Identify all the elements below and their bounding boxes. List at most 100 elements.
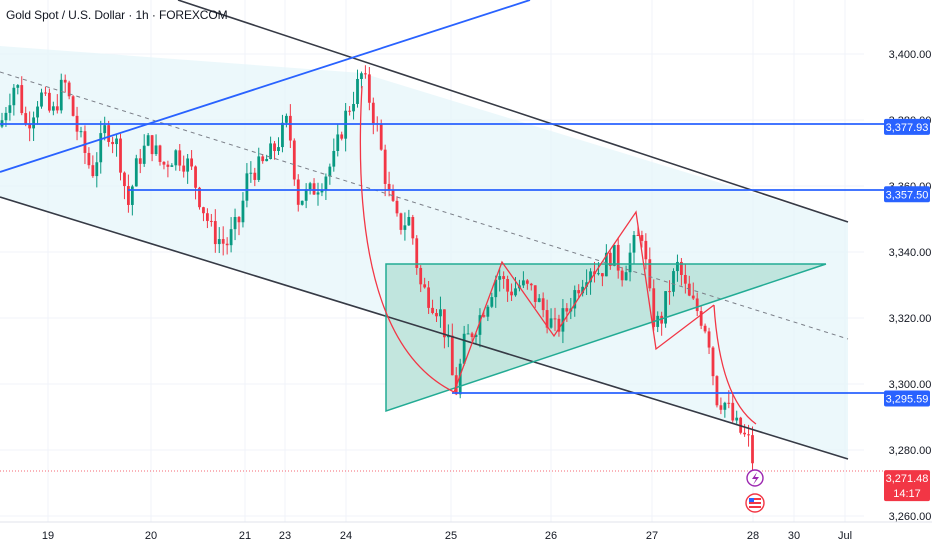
candle-body	[300, 200, 304, 205]
candle-body	[63, 79, 67, 83]
y-tick-label: 3,400.00	[889, 49, 932, 61]
candle-body	[510, 291, 513, 296]
candle-body	[640, 235, 644, 241]
candle-body	[573, 290, 577, 309]
channel-upper-line[interactable]	[177, 0, 849, 223]
candle-body	[443, 309, 446, 338]
rising-trend-line[interactable]	[0, 0, 531, 173]
candle-body	[91, 165, 95, 177]
candle-body	[225, 243, 229, 246]
candle-body	[162, 161, 166, 165]
candle-body	[249, 172, 253, 174]
x-tick-label: Jul	[838, 530, 852, 542]
candle-body	[312, 183, 316, 195]
level-price-tag: 3,357.50	[884, 186, 930, 203]
candle-body	[553, 318, 557, 320]
level-price-tag-label: 3,295.59	[886, 394, 929, 406]
candle-body	[391, 190, 395, 201]
candle-body	[462, 333, 466, 364]
candle-body	[127, 186, 130, 205]
candle-body	[490, 297, 494, 307]
candle-body	[87, 152, 91, 166]
candle-body	[648, 259, 652, 289]
candle-body	[150, 135, 154, 155]
triangle-outline[interactable]	[385, 263, 827, 413]
rounding-arc	[359, 85, 455, 393]
candle-body	[522, 280, 525, 286]
candle-body	[703, 325, 707, 332]
candle-body	[28, 123, 32, 129]
candle-body	[470, 333, 474, 338]
candle-body	[439, 309, 442, 317]
candle-body	[4, 112, 8, 121]
time-axis[interactable]: 19 20 21 23 24 25 26 27 28 30 Jul	[42, 530, 852, 542]
candle-body	[723, 402, 727, 410]
candle-body	[427, 287, 430, 308]
candle-body	[482, 315, 486, 317]
candle-body	[458, 363, 462, 395]
candle-body	[727, 402, 731, 404]
x-tick-label: 30	[788, 530, 800, 542]
candle-body	[79, 131, 83, 133]
candle-body	[95, 162, 99, 177]
last-price-tag: 3,271.48 14:17	[884, 470, 930, 502]
candle-body	[411, 216, 415, 239]
candle-body	[383, 149, 387, 184]
decline-arc	[713, 304, 757, 425]
candle-body	[123, 172, 126, 187]
x-tick-label: 21	[239, 530, 251, 542]
candle-body	[209, 220, 213, 222]
candle-body	[506, 279, 509, 292]
candle-body	[202, 207, 205, 214]
candle-body	[399, 213, 403, 230]
candle-body	[529, 283, 533, 286]
candle-body	[134, 158, 138, 187]
x-tick-label: 25	[445, 530, 457, 542]
candle-body	[549, 318, 553, 328]
candle-body	[707, 331, 711, 348]
channel-lower-line[interactable]	[0, 196, 849, 460]
candle-body	[533, 285, 537, 302]
candle-body	[296, 179, 300, 205]
x-tick-label: 20	[145, 530, 157, 542]
candle-body	[735, 417, 739, 421]
candle-body	[154, 145, 158, 155]
candle-body	[178, 150, 182, 166]
candle-body	[403, 225, 407, 230]
candle-body	[241, 200, 245, 223]
candle-body	[699, 311, 703, 326]
candle-body	[217, 239, 221, 245]
candle-body	[316, 192, 320, 195]
price-axis-bg	[864, 0, 932, 550]
candle-body	[565, 308, 569, 312]
candle-body	[288, 115, 292, 141]
candle-body	[660, 315, 664, 324]
candle-body	[656, 315, 660, 327]
candle-body	[190, 158, 193, 167]
candle-body	[281, 122, 284, 148]
x-tick-label: 27	[646, 530, 658, 542]
candle-body	[498, 276, 502, 280]
us-flag-event-icon[interactable]	[745, 493, 765, 513]
lightning-event-icon[interactable]	[746, 469, 764, 487]
candle-body	[371, 102, 375, 124]
candle-body	[229, 229, 233, 246]
candle-body	[174, 150, 178, 166]
level-price-tag: 3,377.93	[884, 118, 930, 135]
candle-body	[367, 74, 371, 103]
candle-body	[269, 143, 272, 159]
candle-body	[537, 298, 541, 302]
channel-fill	[0, 46, 848, 459]
candle-body	[12, 87, 16, 106]
candle-body	[55, 106, 59, 111]
price-tags: 3,377.93 3,357.50 3,295.59 3,271.48 14:17	[884, 118, 930, 502]
candle-body	[237, 217, 241, 223]
x-tick-label: 19	[42, 530, 54, 542]
candle-body	[115, 138, 118, 145]
candle-body	[395, 200, 399, 214]
candle-body	[107, 125, 111, 142]
candle-body	[59, 79, 63, 111]
candle-body	[308, 183, 312, 190]
candle-body	[32, 117, 35, 129]
